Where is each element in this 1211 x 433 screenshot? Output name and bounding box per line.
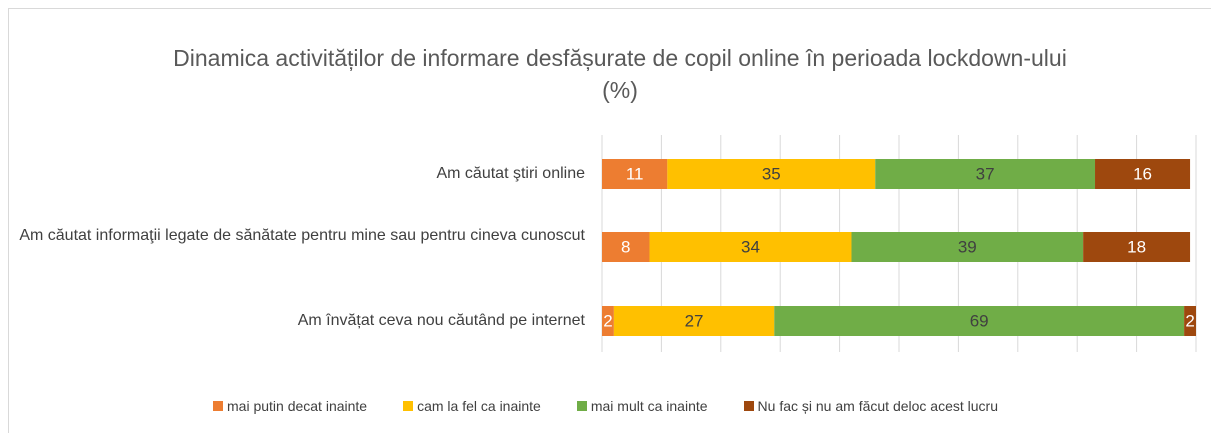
data-label: 34 — [741, 237, 760, 256]
y-tick-label: Am învățat ceva nou căutând pe internet — [297, 312, 585, 329]
bar-segment — [613, 306, 775, 336]
legend: mai putin decat inainte cam la fel ca ina… — [0, 398, 1211, 414]
bar-segment — [774, 306, 1185, 336]
data-label: 35 — [762, 164, 781, 183]
data-label: 11 — [626, 164, 644, 183]
legend-item: cam la fel ca inainte — [403, 398, 541, 414]
data-label: 8 — [621, 237, 630, 256]
legend-swatch — [213, 401, 223, 411]
y-tick-label: Am căutat informaţii legate de sănătate … — [19, 227, 585, 244]
bar-segment — [667, 159, 876, 189]
data-label: 39 — [958, 237, 977, 256]
legend-swatch — [403, 401, 414, 411]
legend-label: mai mult ca inainte — [590, 398, 708, 414]
bar-segment — [851, 232, 1084, 262]
legend-swatch — [743, 401, 754, 411]
legend-item: mai mult ca inainte — [576, 398, 708, 414]
legend-label: cam la fel ca inainte — [417, 398, 541, 414]
bar-segment — [649, 232, 852, 262]
bar-segment — [602, 306, 614, 336]
data-label: 2 — [603, 311, 612, 330]
chart-border — [8, 8, 1211, 433]
legend-item: mai putin decat inainte — [213, 398, 367, 414]
bar-segment — [1083, 232, 1191, 262]
bar-segment — [602, 159, 668, 189]
bar-segment — [875, 159, 1096, 189]
legend-swatch — [576, 401, 587, 411]
legend-item: Nu fac și nu am făcut deloc acest lucru — [743, 398, 998, 414]
data-label: 27 — [685, 311, 704, 330]
bar-segment — [602, 232, 650, 262]
data-label: 37 — [976, 164, 995, 183]
bar-segment — [1184, 306, 1196, 336]
data-label: 2 — [1185, 311, 1194, 330]
legend-label: Nu fac și nu am făcut deloc acest lucru — [757, 398, 998, 414]
bar-segment — [1095, 159, 1191, 189]
data-label: 18 — [1127, 237, 1146, 256]
category-label-box: Am căutat ştiri online — [5, 163, 585, 185]
category-label-box: Am căutat informaţii legate de sănătate … — [5, 225, 585, 247]
chart-title: Dinamica activităților de informare desf… — [173, 45, 1067, 103]
legend-label: mai putin decat inainte — [227, 398, 368, 414]
data-label: 16 — [1133, 164, 1152, 183]
y-tick-label: Am căutat ştiri online — [436, 165, 585, 182]
data-label: 69 — [970, 311, 989, 330]
category-label-box: Am învățat ceva nou căutând pe internet — [5, 310, 585, 332]
